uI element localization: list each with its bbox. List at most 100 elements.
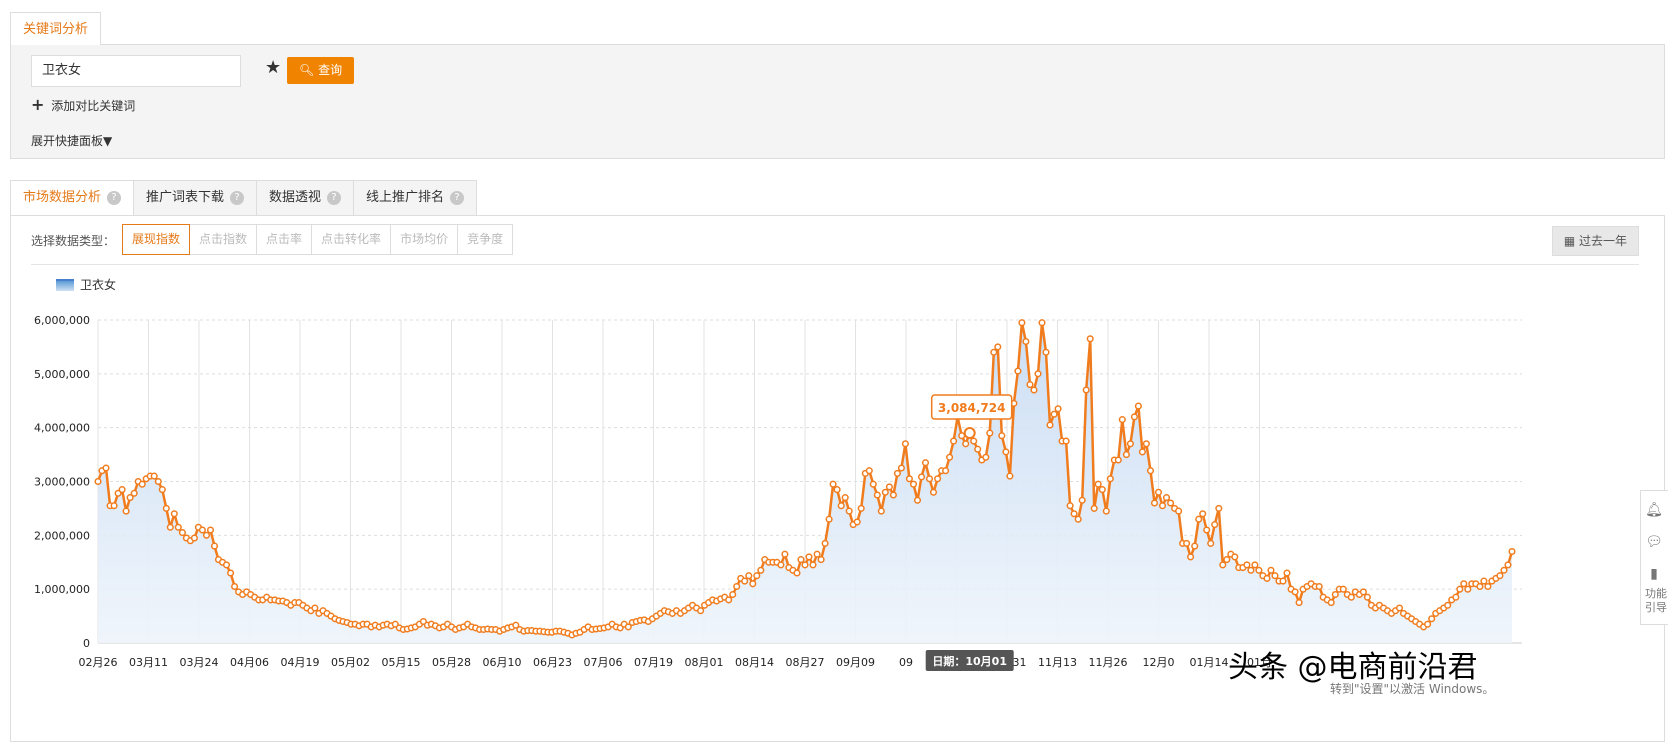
x-tick-label: 07月06 (584, 656, 623, 669)
add-compare-keyword-link[interactable]: + 添加对比关键词 (31, 95, 135, 114)
data-point (1452, 593, 1460, 601)
data-point (1054, 405, 1062, 413)
data-point (624, 623, 632, 631)
side-label[interactable]: 功能 引导 (1645, 587, 1667, 614)
tab-keyword-download[interactable]: 推广词表下载? (133, 180, 257, 216)
x-tick-label: 04月06 (230, 656, 269, 669)
data-point (797, 556, 805, 564)
data-point (1002, 448, 1010, 456)
data-type-impressions[interactable]: 展现指数 (122, 224, 191, 255)
data-point (1327, 599, 1335, 607)
data-point (982, 453, 990, 461)
data-point (934, 475, 942, 483)
data-type-competition[interactable]: 竞争度 (458, 224, 514, 255)
data-point (1464, 585, 1472, 593)
data-point (1038, 319, 1046, 327)
data-point (757, 566, 765, 574)
query-button[interactable]: 🔍︎ 查询 (287, 57, 355, 84)
data-point (1062, 437, 1070, 445)
data-point (1158, 502, 1167, 510)
data-point (725, 596, 733, 604)
data-point (1146, 467, 1155, 475)
data-point (130, 489, 138, 497)
data-point (1094, 480, 1102, 488)
data-point (1480, 577, 1488, 585)
data-point (1508, 547, 1516, 556)
data-type-avg-price[interactable]: 市场均价 (391, 224, 459, 255)
data-point (1030, 386, 1038, 394)
y-tick-label: 3,000,000 (34, 476, 90, 489)
data-point (853, 518, 861, 526)
tab-market-data[interactable]: 市场数据分析? (10, 180, 134, 216)
data-type-clicks[interactable]: 点击指数 (190, 224, 258, 255)
data-point (845, 507, 853, 515)
data-point (206, 526, 215, 534)
data-point (1283, 569, 1291, 577)
star-icon[interactable]: ★ (265, 57, 282, 78)
keyword-input[interactable]: 卫衣女 (31, 55, 241, 87)
data-point (227, 569, 235, 577)
data-point (122, 507, 130, 515)
book-icon[interactable]: ▮ (1650, 566, 1658, 582)
data-point (1251, 561, 1259, 569)
data-point (202, 531, 211, 539)
data-type-ctr[interactable]: 点击率 (257, 224, 313, 255)
x-tick-label: 06月10 (483, 656, 522, 669)
data-point (805, 553, 813, 561)
windows-activation-notice: 转到"设置"以激活 Windows。 (1330, 682, 1495, 696)
data-point (1271, 572, 1279, 580)
market-data-panel: 选择数据类型： 展现指数 点击指数 点击率 点击转化率 市场均价 竞争度 ▦ 过… (10, 215, 1665, 742)
data-point (990, 348, 998, 356)
data-point (1154, 488, 1163, 496)
data-point (1098, 486, 1106, 494)
data-point (118, 486, 126, 494)
data-point (1395, 604, 1404, 612)
data-point (929, 488, 938, 496)
data-point (210, 542, 219, 550)
help-icon[interactable]: ? (107, 191, 122, 205)
x-crosshair-label-bg (925, 650, 1014, 671)
y-tick-label: 2,000,000 (34, 529, 90, 542)
data-point (1211, 521, 1219, 529)
data-point (1243, 561, 1251, 569)
data-type-cvr[interactable]: 点击转化率 (312, 224, 392, 255)
data-point (1078, 496, 1086, 504)
data-point (825, 515, 833, 523)
data-point (94, 477, 102, 486)
data-point (1134, 402, 1142, 410)
data-point (741, 577, 749, 585)
data-point (1082, 386, 1090, 394)
data-point (986, 429, 994, 437)
data-point (1476, 582, 1484, 591)
help-icon[interactable]: ? (450, 191, 465, 205)
x-tick-label: 01月 (1247, 656, 1272, 669)
data-point (1428, 615, 1436, 623)
data-point (1247, 566, 1255, 574)
data-point (994, 343, 1002, 351)
data-point (777, 561, 785, 569)
data-point (749, 580, 757, 588)
chart-legend[interactable]: 卫衣女 (56, 276, 116, 293)
bell-icon[interactable]: 🔔︎ (1645, 502, 1663, 518)
data-point (1484, 582, 1492, 591)
tab-keyword-analysis[interactable]: 关键词分析 (10, 12, 102, 45)
tab-data-pivot[interactable]: 数据透视? (256, 180, 354, 216)
help-icon[interactable]: ? (327, 191, 342, 205)
series-area (98, 322, 1512, 643)
data-point (865, 467, 873, 475)
period-button[interactable]: ▦ 过去一年 (1551, 226, 1639, 256)
data-point (1090, 504, 1098, 512)
data-point (1496, 572, 1504, 580)
help-icon[interactable]: ? (230, 191, 245, 205)
data-point (793, 569, 801, 577)
data-point (1215, 504, 1223, 512)
x-tick-label: 11月13 (1038, 656, 1077, 669)
data-point (885, 483, 893, 491)
expand-panel-toggle[interactable]: 展开快捷面板▼ (31, 132, 112, 149)
query-button-label: 查询 (318, 63, 343, 77)
data-point (857, 504, 865, 512)
data-point (1042, 348, 1050, 356)
chat-icon[interactable]: 💬︎ (1645, 534, 1663, 550)
data-point (733, 582, 741, 591)
